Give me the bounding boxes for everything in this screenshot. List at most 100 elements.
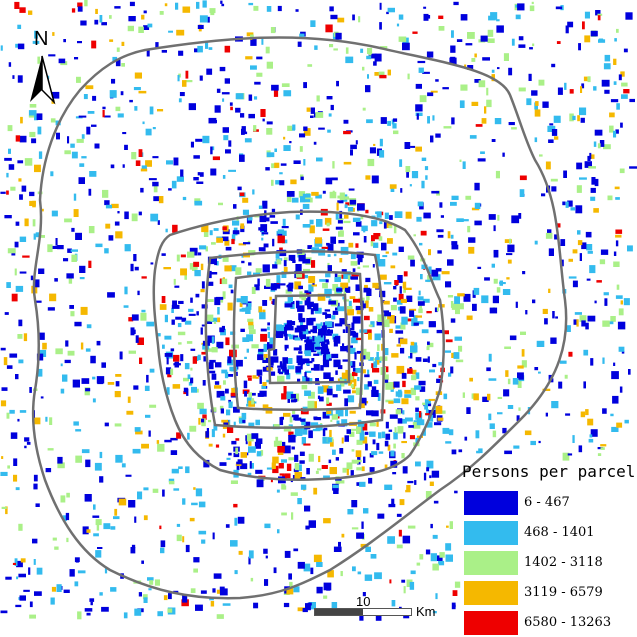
parcel (389, 215, 393, 220)
parcel (300, 320, 304, 327)
parcel (425, 413, 430, 416)
parcel (371, 235, 375, 242)
parcel (47, 448, 54, 451)
parcel (132, 448, 141, 454)
parcel (326, 96, 333, 100)
parcel (600, 444, 607, 447)
parcel (126, 410, 134, 415)
parcel (395, 391, 403, 397)
parcel (170, 368, 174, 375)
parcel (421, 264, 428, 270)
parcel (402, 42, 410, 51)
parcel (398, 14, 404, 20)
parcel (374, 53, 382, 62)
parcel (423, 472, 427, 481)
parcel (90, 355, 96, 364)
parcel (456, 218, 464, 222)
parcel (193, 568, 198, 573)
parcel (102, 106, 106, 110)
parcel (403, 271, 408, 277)
parcel (18, 573, 26, 578)
parcel (13, 458, 18, 466)
parcel (384, 440, 389, 447)
parcel (290, 301, 295, 308)
parcel (272, 264, 278, 269)
parcel (347, 306, 353, 310)
parcel (185, 466, 190, 474)
parcel (83, 94, 88, 100)
parcel (115, 106, 121, 112)
parcel (358, 403, 365, 409)
parcel (322, 228, 330, 231)
parcel (92, 398, 96, 403)
parcel (306, 318, 314, 326)
parcel (299, 133, 306, 138)
parcel (309, 347, 317, 353)
parcel (436, 378, 442, 383)
parcel (366, 288, 372, 296)
parcel (77, 611, 82, 620)
parcel (319, 396, 324, 402)
parcel (357, 377, 360, 382)
parcel (164, 439, 172, 443)
parcel (74, 57, 79, 60)
parcel (281, 271, 287, 278)
parcel (255, 469, 263, 474)
parcel (307, 245, 313, 249)
parcel (301, 358, 310, 364)
parcel (241, 254, 244, 258)
parcel (77, 2, 83, 8)
parcel (320, 346, 327, 349)
parcel (304, 290, 312, 294)
parcel (217, 307, 220, 315)
parcel (499, 280, 503, 286)
parcel (62, 374, 68, 382)
parcel (130, 547, 136, 554)
parcel (70, 143, 75, 148)
parcel (210, 168, 217, 176)
parcel (108, 235, 114, 241)
parcel (415, 357, 422, 362)
parcel (613, 81, 617, 85)
parcel (15, 487, 20, 491)
parcel (400, 347, 405, 354)
parcel (475, 124, 483, 127)
parcel (397, 418, 403, 424)
parcel (358, 16, 361, 23)
parcel (307, 295, 311, 304)
parcel (85, 459, 91, 468)
parcel (474, 202, 481, 209)
parcel (378, 236, 383, 241)
parcel (242, 337, 250, 342)
parcel (375, 357, 382, 363)
parcel (376, 360, 380, 365)
parcel (73, 193, 77, 201)
parcel (342, 359, 349, 362)
parcel (285, 324, 288, 331)
parcel (229, 102, 233, 106)
parcel (262, 300, 268, 306)
parcel (502, 289, 511, 295)
parcel (110, 526, 116, 530)
parcel (242, 197, 249, 203)
parcel (326, 402, 332, 406)
parcel (448, 429, 454, 436)
parcel (559, 360, 567, 364)
parcel (141, 165, 147, 169)
parcel (183, 390, 188, 395)
parcel (176, 254, 180, 262)
parcel (283, 90, 292, 97)
parcel (590, 196, 596, 201)
north-label: N (34, 28, 49, 50)
parcel (451, 195, 459, 200)
parcel (380, 211, 384, 216)
parcel (261, 37, 264, 45)
parcel (322, 385, 330, 393)
parcel (197, 24, 204, 29)
parcel (594, 129, 603, 136)
parcel (609, 112, 615, 118)
parcel (180, 254, 186, 258)
parcel (289, 334, 295, 340)
parcel (316, 95, 320, 102)
parcel (256, 56, 263, 60)
